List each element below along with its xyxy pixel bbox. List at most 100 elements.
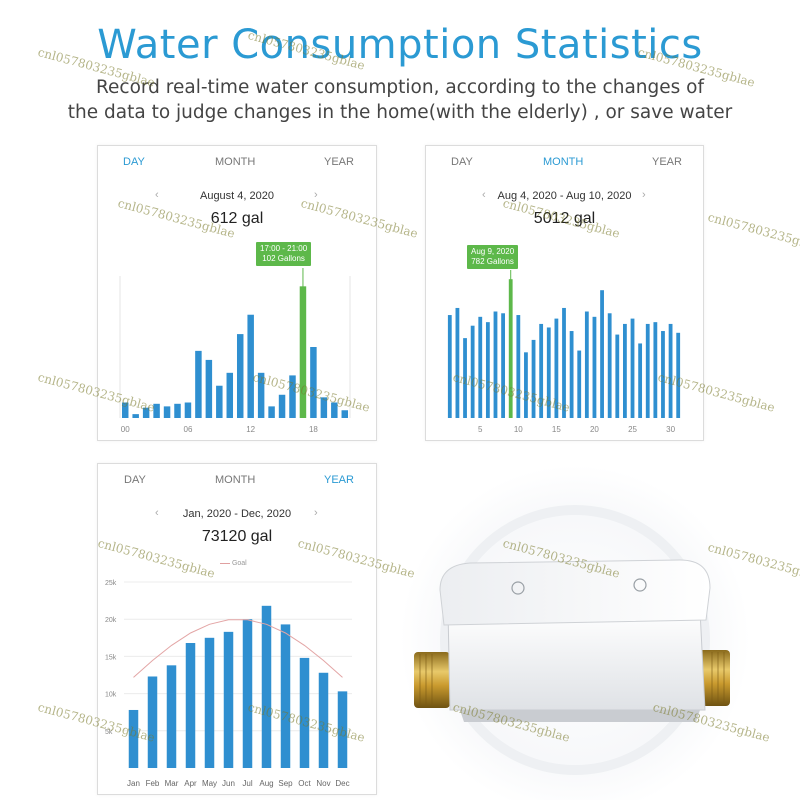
total-consumption: 5012 gal: [533, 210, 596, 227]
month-chart-panel: DAY MONTH YEAR ‹ Aug 4, 2020 - Aug 10, 2…: [425, 145, 704, 441]
x-tick-label: 15: [552, 425, 561, 434]
x-tick-label: 12: [246, 425, 255, 434]
bar: [184, 402, 192, 418]
period-tabs: DAY MONTH YEAR: [98, 474, 376, 490]
bar: [661, 331, 665, 418]
chevron-left-icon[interactable]: ‹: [155, 507, 159, 519]
tab-day[interactable]: DAY: [123, 156, 145, 168]
page-title: Water Consumption Statistics: [97, 22, 703, 68]
bar: [516, 315, 521, 418]
tab-month[interactable]: MONTH: [543, 156, 584, 168]
x-tick-label: Jul: [242, 779, 252, 788]
chevron-left-icon[interactable]: ‹: [482, 189, 486, 201]
bar: [577, 350, 582, 418]
tab-year[interactable]: YEAR: [324, 474, 354, 486]
date-range: Aug 4, 2020 - Aug 10, 2020: [497, 190, 632, 202]
period-tabs: DAY MONTH YEAR: [426, 156, 703, 172]
chevron-right-icon[interactable]: ›: [642, 189, 646, 201]
bar: [320, 397, 328, 418]
bar: [584, 311, 589, 418]
bar: [147, 676, 158, 768]
x-tick-label: May: [202, 779, 217, 788]
bar: [205, 359, 213, 418]
x-tick-label: Apr: [184, 779, 197, 788]
chevron-right-icon[interactable]: ›: [314, 507, 318, 519]
bar: [607, 313, 612, 418]
x-tick-label: 20: [590, 425, 599, 434]
x-tick-label: 00: [121, 425, 130, 434]
chevron-right-icon[interactable]: ›: [314, 189, 318, 201]
x-tick-label: Aug: [259, 779, 273, 788]
chart-legend: Goal: [220, 560, 247, 567]
bar: [539, 323, 544, 418]
total-consumption: 73120 gal: [201, 528, 273, 545]
total-consumption: 612 gal: [210, 210, 264, 227]
bar: [299, 657, 310, 768]
bar: [121, 402, 129, 418]
bar: [223, 631, 234, 768]
bar: [318, 672, 329, 768]
y-tick-label: 15k: [105, 654, 117, 661]
x-tick-label: 5: [478, 425, 483, 434]
bar: [280, 624, 291, 768]
x-tick-label: Feb: [146, 779, 160, 788]
x-tick-label: Dec: [335, 779, 349, 788]
date-range: Jan, 2020 - Dec, 2020: [182, 508, 292, 520]
bar: [554, 318, 559, 418]
tab-day[interactable]: DAY: [451, 156, 473, 168]
tooltip-date: Aug 9, 2020: [471, 247, 515, 256]
date-range: August 4, 2020: [199, 190, 274, 202]
tab-year[interactable]: YEAR: [324, 156, 354, 168]
meter-base: [460, 710, 700, 722]
bar: [261, 605, 272, 768]
bar: [268, 406, 275, 418]
y-tick-label: 10k: [105, 692, 117, 699]
tab-day[interactable]: DAY: [124, 474, 146, 486]
tab-month[interactable]: MONTH: [215, 474, 256, 486]
bar: [257, 372, 265, 418]
bar: [569, 331, 574, 418]
bar: [226, 372, 234, 418]
power-icon: [511, 581, 525, 595]
bar: [645, 323, 650, 418]
x-tick-label: Nov: [316, 779, 330, 788]
tab-year[interactable]: YEAR: [652, 156, 682, 168]
bar: [337, 691, 348, 768]
y-tick-label: 5k: [105, 729, 113, 736]
bar-tooltip: 17:00 - 21:00 102 Gallons: [256, 242, 312, 266]
goal-line: [133, 619, 343, 678]
bar: [600, 290, 604, 418]
bar: [531, 339, 536, 418]
bar: [630, 318, 635, 418]
water-meter-device-image: [400, 460, 800, 800]
bar: [142, 407, 150, 418]
halo-ring-inner: [440, 505, 710, 775]
tooltip-value: 782 Gallons: [471, 257, 514, 266]
bar: [615, 334, 620, 418]
bar: [653, 322, 658, 418]
goal-legend-label: Goal: [231, 560, 247, 567]
chevron-left-icon[interactable]: ‹: [155, 189, 159, 201]
meter-lid: [439, 559, 711, 626]
bar: [638, 343, 643, 418]
bar: [470, 325, 475, 418]
tab-month[interactable]: MONTH: [215, 156, 256, 168]
page-subtitle-line-1: Record real-time water consumption, acco…: [96, 77, 704, 98]
bar: [623, 323, 627, 418]
bar: [128, 709, 139, 768]
bar: [341, 410, 349, 418]
bar: [242, 619, 253, 768]
bar: [524, 352, 528, 418]
wifi-icon: [633, 578, 647, 592]
tooltip-value: 102 Gallons: [262, 254, 305, 263]
bar: [236, 334, 244, 418]
bar: [501, 313, 505, 418]
x-tick-label: 30: [666, 425, 675, 434]
bar: [185, 643, 196, 768]
y-tick-label: 20k: [105, 617, 117, 624]
bar: [247, 314, 254, 418]
bar: [289, 375, 296, 418]
year-bar-chart: 25k 20k 15k 10k 5k Jan Feb Mar Apr May Jun Jul Aug Se…: [105, 580, 352, 788]
month-bar-chart: 5 10 15 20 25 30: [447, 270, 681, 434]
x-tick-label: 10: [514, 425, 523, 434]
